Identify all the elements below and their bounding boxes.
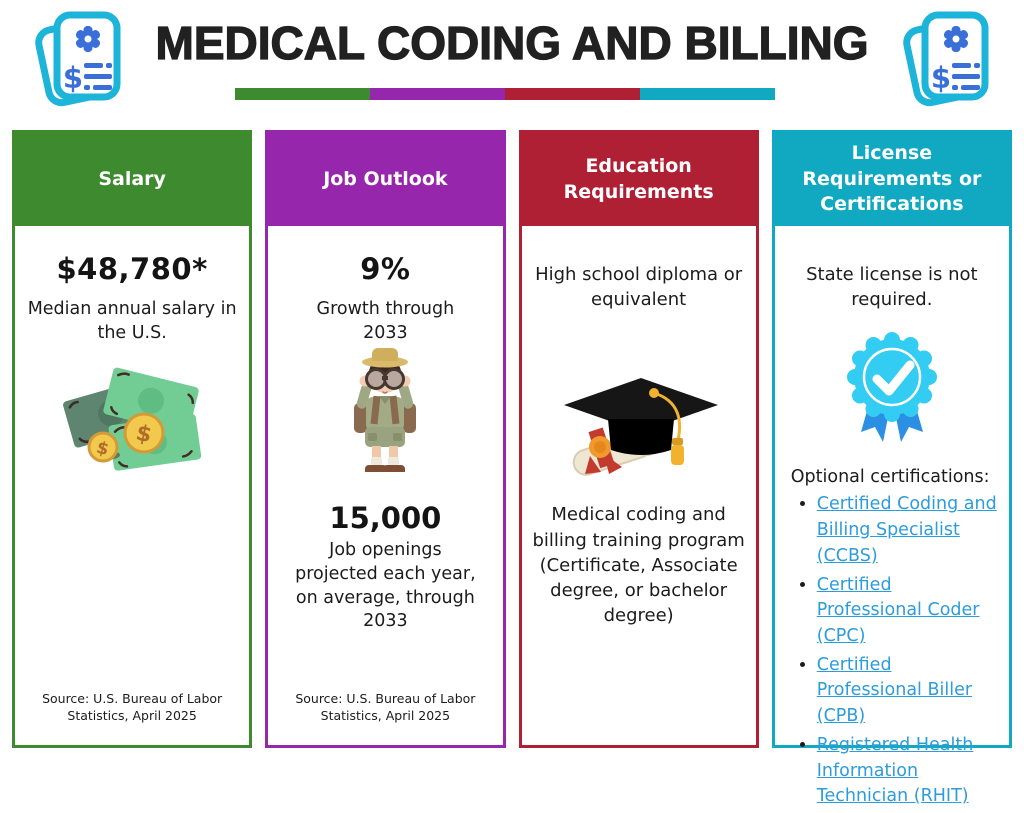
education-card-body: High school diploma or equivalent [522,226,756,745]
education-card: Education Requirements High school diplo… [518,130,759,748]
job-outlook-card: Job Outlook 9% Growth through 2033 [265,130,506,748]
explorer-kid-icon [341,347,429,481]
ccbs-link[interactable]: Certified Coding and Billing Specialist … [816,494,997,566]
bar-segment-red [505,88,640,100]
salary-card-body: $48,780* Median annual salary in the U.S… [15,226,249,745]
accent-color-bar [235,88,775,100]
license-card: License Requirements or Certifications S… [771,130,1012,806]
page-title: MEDICAL CODING AND BILLING [155,16,869,69]
certified-badge-icon [838,330,946,449]
certifications-intro: Optional certifications: [790,467,990,488]
salary-card: Salary $48,780* Median annual salary in … [12,130,253,748]
education-card-title: Education Requirements [521,133,756,226]
certifications-list: Certified Coding and Billing Specialist … [791,492,1001,810]
rhit-link[interactable]: Registered Health Information Technician… [816,734,974,807]
certifications-block: Optional certifications: Certified Codin… [783,467,1001,813]
bar-segment-green [235,88,370,100]
list-item: Certified Coding and Billing Specialist … [817,492,1001,569]
job-outlook-card-body: 9% Growth through 2033 [268,226,502,745]
svg-text:$: $ [94,438,111,460]
education-text-2: Medical coding and billing training prog… [532,504,745,627]
education-text-1: High school diploma or equivalent [535,264,743,311]
svg-text:$: $ [63,61,83,95]
salary-source: Source: U.S. Bureau of Labor Statistics,… [42,691,223,724]
openings-stat: 15,000 [329,501,442,536]
job-outlook-source: Source: U.S. Bureau of Labor Statistics,… [295,691,476,724]
money-icon: $ $ [57,361,207,477]
cpc-link[interactable]: Certified Professional Coder (CPC) [816,574,980,646]
license-card-body: State license is not required. [775,226,1009,813]
openings-stat-caption: Job openings projected each year, on ave… [295,540,476,632]
growth-stat-caption: Growth through 2033 [316,299,455,343]
list-item: Registered Health Information Technician… [817,733,1001,810]
license-text: State license is not required. [806,264,978,311]
graduation-cap-icon [556,374,721,488]
medical-billing-doc-icon: $ [898,8,996,114]
info-columns: Salary $48,780* Median annual salary in … [12,130,1012,806]
bar-segment-purple [370,88,505,100]
svg-text:$: $ [134,421,154,449]
job-outlook-card-title: Job Outlook [268,133,503,226]
svg-text:$: $ [931,61,951,95]
cpb-link[interactable]: Certified Professional Biller (CPB) [816,654,973,727]
growth-stat: 9% [360,252,411,286]
salary-card-title: Salary [15,133,250,226]
salary-stat: $48,780* [56,252,208,286]
medical-billing-doc-icon: $ [30,8,128,114]
salary-stat-caption: Median annual salary in the U.S. [27,299,237,343]
license-card-title: License Requirements or Certifications [774,133,1009,226]
list-item: Certified Professional Biller (CPB) [817,653,1001,730]
bar-segment-teal [640,88,775,100]
list-item: Certified Professional Coder (CPC) [817,573,1001,650]
